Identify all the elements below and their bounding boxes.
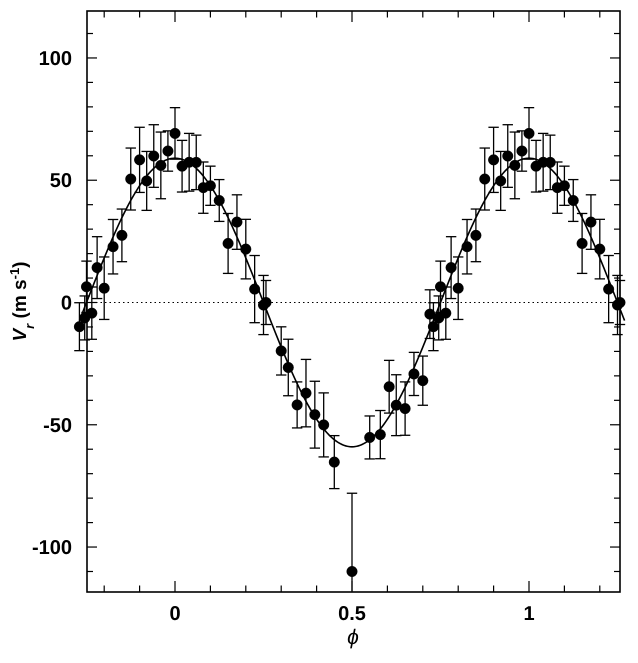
svg-text:0: 0 — [169, 603, 180, 625]
svg-text:1: 1 — [523, 603, 534, 625]
svg-text:100: 100 — [39, 48, 72, 70]
svg-text:ϕ: ϕ — [347, 626, 359, 649]
svg-text:-50: -50 — [43, 415, 72, 437]
svg-text:50: 50 — [50, 170, 72, 192]
svg-text:-100: -100 — [32, 537, 72, 559]
svg-text:0.5: 0.5 — [338, 603, 366, 625]
svg-text:0: 0 — [61, 293, 72, 315]
